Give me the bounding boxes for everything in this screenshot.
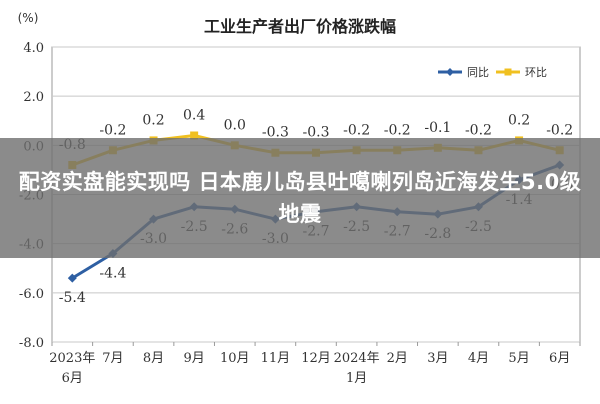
chart-title: 工业生产者出厂价格涨跌幅	[204, 17, 396, 36]
data-label-mom: -0.2	[99, 122, 126, 138]
data-label-mom: 0.2	[142, 112, 164, 128]
y-tick-label: -6.0	[19, 287, 44, 302]
data-label-mom: -0.2	[546, 122, 573, 138]
data-label-mom: -0.3	[303, 125, 330, 141]
x-tick-label: 2024年	[334, 351, 380, 366]
x-tick-label: 7月	[102, 351, 123, 366]
headline-overlay[interactable]: 配资实盘能实现吗 日本鹿儿岛县吐噶喇列岛近海发生5.0级地震	[0, 138, 600, 258]
x-tick-label: 9月	[184, 351, 205, 366]
x-tick-label: 5月	[508, 351, 529, 366]
data-label-mom: -0.3	[262, 125, 289, 141]
y-tick-label: -8.0	[19, 336, 44, 351]
data-point-mom	[190, 131, 199, 140]
data-label-mom: 0.2	[508, 112, 530, 128]
data-label-mom: -0.2	[465, 122, 492, 138]
data-point-yoy	[67, 273, 77, 283]
x-tick-label: 10月	[220, 351, 250, 366]
x-tick-label: 2月	[387, 351, 408, 366]
legend-label: 同比	[467, 66, 489, 79]
headline-text: 配资实盘能实现吗 日本鹿儿岛县吐噶喇列岛近海发生5.0级地震	[18, 170, 582, 226]
data-label-yoy: -5.4	[59, 290, 86, 306]
data-label-yoy: -4.4	[99, 266, 126, 282]
y-axis-label: (%)	[18, 11, 39, 25]
x-tick-label: 6月	[62, 371, 83, 386]
x-tick-label: 1月	[346, 371, 367, 386]
data-label-mom: -0.2	[343, 122, 370, 138]
y-tick-label: 2.0	[23, 90, 44, 105]
data-label-mom: 0.4	[183, 108, 205, 124]
x-tick-label: 2023年	[49, 351, 95, 366]
x-tick-label: 3月	[427, 351, 448, 366]
data-label-mom: 0.0	[224, 117, 246, 133]
x-tick-label: 4月	[468, 351, 489, 366]
legend-marker	[446, 68, 454, 76]
y-tick-label: 4.0	[23, 41, 44, 56]
data-label-mom: -0.2	[384, 122, 411, 138]
x-tick-label: 12月	[301, 351, 331, 366]
data-label-mom: -0.1	[424, 120, 451, 136]
legend-marker	[504, 68, 512, 76]
x-tick-label: 8月	[143, 351, 164, 366]
legend-label: 环比	[525, 66, 547, 79]
x-tick-label: 11月	[261, 351, 291, 366]
x-tick-label: 6月	[549, 351, 570, 366]
